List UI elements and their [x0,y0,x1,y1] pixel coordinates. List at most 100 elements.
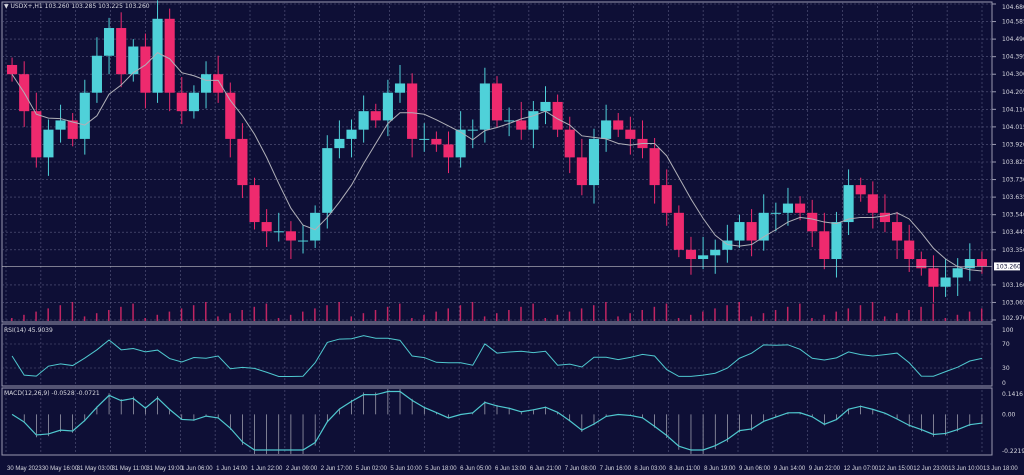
time-tick: 7 Jun 08:00 [565,466,597,472]
time-tick: 2 Jun 09:00 [286,466,318,472]
macd-tick: 0.00 [1002,411,1016,418]
candle [855,185,866,195]
candle [613,120,624,130]
candle [213,74,224,93]
candle [200,74,212,93]
volume-bar [108,310,110,321]
volume-bar [823,314,825,321]
volume-bar [968,311,971,321]
symbol-header: ▼ USDX+,H1 103.260 103.285 103.225 103.2… [4,3,150,10]
price-tick: 103.920 [1002,141,1024,148]
candle [188,92,199,112]
price-tick: 103.160 [1002,282,1024,289]
time-tick: 7 Jun 16:00 [600,466,632,472]
candle [904,240,915,260]
candle [661,185,672,213]
candle [176,92,187,112]
volume-bar [71,302,74,321]
candle [601,120,612,139]
volume-bar [289,314,292,321]
candle [516,120,527,130]
volume-bar [483,316,486,321]
volume-bar [544,318,546,321]
time-tick: 12 Jun 07:00 [844,466,879,472]
candle [698,255,709,260]
candle [297,240,309,242]
candle [31,111,42,158]
volume-bar [592,305,595,321]
price-tick: 104.585 [1002,19,1024,26]
time-tick: 13 Jun 10:00 [948,466,983,472]
candle [140,46,151,93]
price-tick: 103.540 [1002,212,1024,219]
rsi-tick: 0 [1002,380,1006,387]
candle [103,28,115,56]
time-tick: 8 Jun 19:00 [704,466,736,472]
candle [358,111,369,130]
volume-bar [144,318,146,321]
ohlc-values: 103.260 103.285 103.225 103.260 [44,3,150,10]
candle [722,240,733,250]
price-tick: 103.730 [1002,177,1024,184]
volume-bar [83,316,86,321]
time-tick: 6 Jun 13:00 [495,466,527,472]
volume-bar [314,308,316,321]
volume-bar [811,318,813,321]
candle [431,138,442,145]
candle [249,185,260,223]
time-tick: 6 Jun 21:00 [530,466,562,472]
volume-bar [156,314,159,321]
volume-bar [386,306,389,321]
volume-bar [847,308,850,321]
volume-bar [132,303,134,321]
volume-bar [920,306,922,321]
time-tick: 8 Jun 11:00 [669,466,701,472]
volume-bar [241,310,243,321]
candle [564,129,575,158]
time-tick: 13 Jun 18:00 [983,466,1018,472]
time-tick: 9 Jun 14:00 [774,466,806,472]
price-tick: 102.970 [1002,315,1024,322]
time-tick: 6 Jun 05:00 [460,466,492,472]
volume-bar [120,306,122,321]
candle [504,120,515,122]
volume-bar [350,316,353,321]
volume-bar [265,303,268,321]
candle [782,203,794,213]
candle [734,222,745,241]
candle [940,277,951,287]
rsi-tick: 70 [1002,341,1010,348]
macd-tick: -0.2219 [1002,448,1024,455]
candle [394,83,406,93]
candle [334,138,345,149]
volume-bar [568,311,571,321]
candle [55,120,66,130]
candle [795,203,806,213]
volume-bar [47,308,49,321]
volume-bar [689,314,692,321]
candle [770,212,781,214]
rsi-line [11,335,983,378]
time-tick: 31 May 11:00 [112,466,149,472]
candle [491,83,503,121]
time-tick: 31 May 03:00 [77,466,114,472]
price-tick: 104.300 [1002,71,1024,78]
candle [964,259,975,269]
volume-bar [362,313,365,321]
macd-tick: 0.1416 [1002,391,1023,398]
current-price-label: 103.260 [996,263,1021,270]
volume-bar [180,308,183,321]
time-tick: 5 Jun 18:00 [425,466,457,472]
volume-bar [653,306,656,321]
rsi-label: RSI(14) 45.9039 [4,327,53,334]
candle [685,249,697,260]
volume-bar [944,318,947,321]
candle [116,28,127,75]
volume-bar [532,303,534,321]
candle [528,111,539,130]
time-tick: 5 Jun 02:00 [356,466,388,472]
volume-bar [95,313,98,321]
time-tick: 31 May 19:00 [146,466,183,472]
volume-bar [859,305,862,321]
